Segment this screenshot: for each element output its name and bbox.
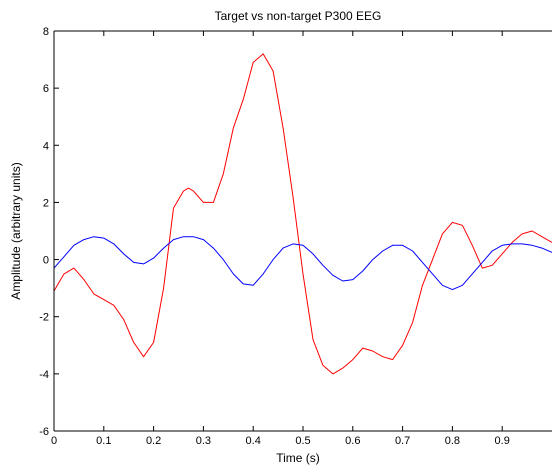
series-layer bbox=[53, 53, 552, 375]
y-tick-label: -2 bbox=[39, 312, 49, 324]
x-tick-label: 0.7 bbox=[395, 435, 410, 447]
series-line-1 bbox=[53, 53, 552, 375]
x-tick-label: 0.1 bbox=[96, 435, 111, 447]
y-tick-label: 2 bbox=[43, 197, 49, 209]
x-tick-label: 0.9 bbox=[495, 435, 510, 447]
x-tick-label: 0.2 bbox=[146, 435, 161, 447]
series-line-2 bbox=[53, 236, 552, 291]
y-tick-label: 8 bbox=[43, 26, 49, 38]
y-tick-label: 0 bbox=[43, 255, 49, 267]
x-tick-label: 0.6 bbox=[345, 435, 360, 447]
y-tick-label: -4 bbox=[39, 369, 49, 381]
plot-area bbox=[54, 31, 552, 431]
ticks-layer: 0 0.1 0.2 0.3 0.4 0.5 0.6 0.7 0.8 0.9 -6 -4 -2 0 2 4 6 8 bbox=[39, 26, 510, 447]
x-tick-label: 0 bbox=[51, 435, 57, 447]
y-tick-label: 6 bbox=[43, 83, 49, 95]
x-tick-label: 0.3 bbox=[196, 435, 211, 447]
x-tick-label: 0.8 bbox=[445, 435, 460, 447]
y-tick-label: -6 bbox=[39, 426, 49, 438]
y-tick-label: 4 bbox=[43, 140, 49, 152]
chart-title: Target vs non-target P300 EEG bbox=[215, 9, 382, 23]
y-axis-label: Amplitude (arbitrary units) bbox=[9, 162, 23, 299]
x-tick-label: 0.5 bbox=[295, 435, 310, 447]
x-tick-label: 0.4 bbox=[246, 435, 261, 447]
x-axis-label: Time (s) bbox=[276, 451, 320, 465]
